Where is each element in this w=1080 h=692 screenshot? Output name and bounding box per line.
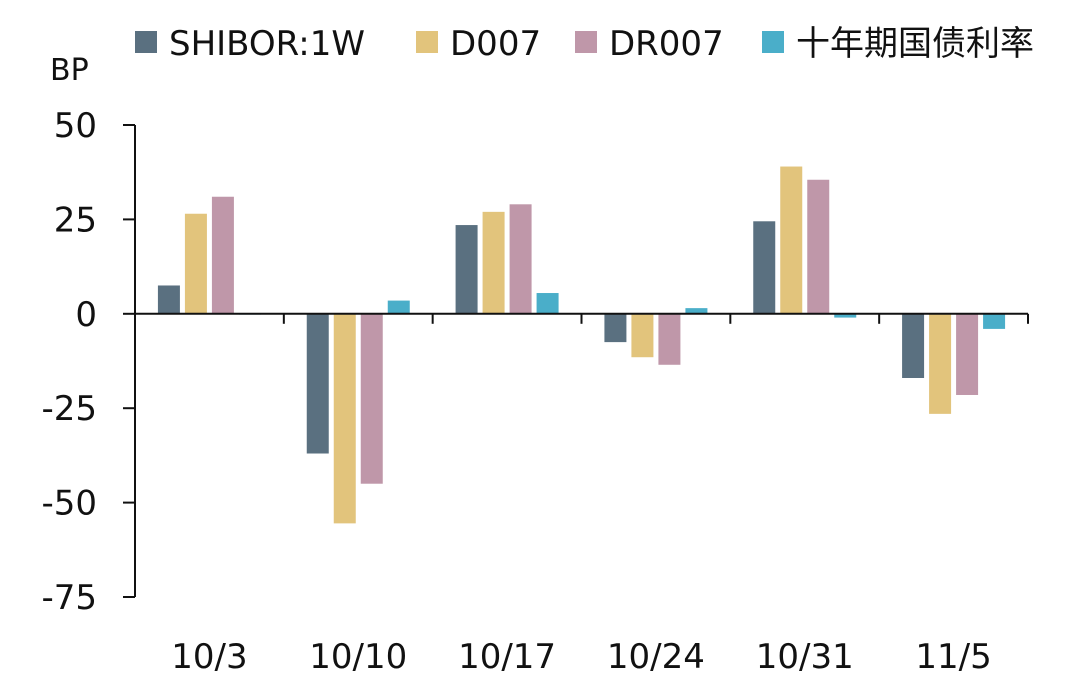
bar xyxy=(631,313,654,358)
y-tick-label: -75 xyxy=(41,578,97,618)
y-tick-label: -25 xyxy=(41,389,97,429)
bar xyxy=(956,313,979,395)
bar xyxy=(333,313,356,524)
bar xyxy=(929,313,952,414)
x-category-label: 10/24 xyxy=(607,637,705,677)
bar xyxy=(306,313,329,454)
legend-swatch xyxy=(762,31,784,53)
bar xyxy=(902,313,925,378)
y-tick-label: 0 xyxy=(75,295,97,335)
legend-label: SHIBOR:1W xyxy=(169,24,365,64)
x-category-label: 10/10 xyxy=(309,637,407,677)
x-category-label: 10/3 xyxy=(171,637,247,677)
legend-label: DR007 xyxy=(609,24,724,64)
bar xyxy=(753,221,776,314)
axes-group: 50 25 0 -25 -50 -75 10/3 10/10 10/17 10/24 10/31 11… xyxy=(41,106,1029,677)
bar xyxy=(807,179,830,314)
bars-group xyxy=(157,166,1006,524)
bar xyxy=(509,204,532,314)
legend-label: D007 xyxy=(450,24,541,64)
bar xyxy=(157,285,180,314)
y-tick-label: 25 xyxy=(54,200,97,240)
legend-swatch xyxy=(135,31,157,53)
bar xyxy=(184,213,207,314)
bar xyxy=(536,293,559,314)
x-category-label: 10/31 xyxy=(756,637,854,677)
x-category-label: 11/5 xyxy=(915,637,991,677)
bar xyxy=(983,313,1006,329)
bar xyxy=(658,313,681,365)
y-tick-label: 50 xyxy=(54,106,97,146)
bar xyxy=(482,211,505,314)
x-category-label: 10/17 xyxy=(458,637,556,677)
legend: SHIBOR:1W D007 DR007 十年期国债利率 xyxy=(135,24,1034,64)
legend-label: 十年期国债利率 xyxy=(796,24,1034,64)
bar xyxy=(685,308,708,314)
legend-swatch xyxy=(575,31,597,53)
y-tick-label: -50 xyxy=(41,484,97,524)
bar xyxy=(360,313,383,484)
bar xyxy=(604,313,627,343)
bar xyxy=(834,313,857,318)
bar xyxy=(211,196,234,314)
bar xyxy=(780,166,803,314)
y-axis-unit-label: BP xyxy=(50,53,89,88)
bar xyxy=(387,300,410,314)
legend-swatch xyxy=(416,31,438,53)
bar xyxy=(455,225,478,314)
